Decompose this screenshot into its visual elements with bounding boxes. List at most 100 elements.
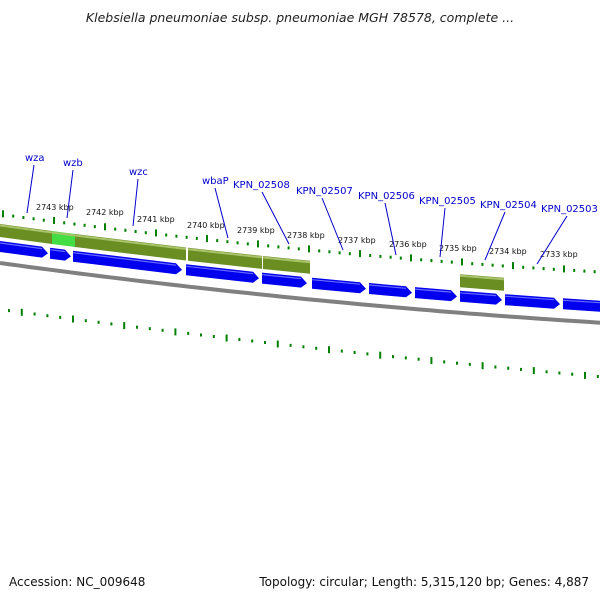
tick-mark (545, 370, 548, 374)
cds-track (0, 240, 600, 312)
tick-mark (340, 349, 343, 353)
feature-segment (0, 224, 52, 244)
tick-mark (83, 223, 86, 227)
backbone-line (0, 261, 600, 325)
gene-leader-line (321, 197, 344, 251)
gene-label: KPN_02507 (296, 186, 353, 197)
tick-mark (264, 341, 266, 344)
tick-mark (155, 229, 157, 237)
tick-mark (59, 315, 62, 319)
tick-mark (206, 235, 208, 243)
tick-mark (226, 240, 229, 244)
kbp-label: 2740 kbp (187, 221, 225, 230)
gene-leader-line (261, 191, 290, 245)
tick-mark (450, 260, 453, 264)
tick-mark (584, 371, 586, 379)
tick-mark (420, 258, 423, 262)
tick-mark (369, 254, 372, 257)
tick-mark (289, 343, 292, 347)
tick-mark (161, 328, 164, 332)
feature-highlight (459, 274, 505, 281)
tick-mark (123, 322, 126, 330)
tick-mark (501, 264, 504, 268)
cds-arrow (460, 290, 502, 305)
tick-mark (84, 319, 87, 323)
tick-mark (238, 338, 241, 341)
gene-leader-line (484, 211, 506, 261)
gene-label: wzc (129, 167, 148, 178)
tick-mark (404, 356, 407, 360)
tick-mark (542, 267, 545, 271)
tick-mark (596, 375, 599, 378)
tick-mark (73, 222, 76, 226)
tick-mark (93, 225, 96, 229)
tick-mark (165, 233, 168, 237)
gene-leader-line (384, 202, 397, 256)
tick-mark (563, 265, 565, 273)
cds-arrow (312, 277, 366, 294)
tick-mark (63, 221, 66, 225)
tick-mark (379, 254, 382, 258)
cds-highlight (562, 299, 600, 304)
tick-mark (136, 325, 138, 329)
tick-mark (276, 340, 279, 348)
tick-mark (297, 247, 300, 251)
tick-mark (12, 214, 15, 218)
tick-mark (8, 309, 10, 313)
gene-leader-line (132, 178, 139, 227)
feature-highlight (0, 224, 53, 234)
tick-mark (32, 217, 35, 221)
tick-mark (461, 258, 463, 266)
feature-highlight (74, 234, 187, 250)
feature-highlight (51, 231, 76, 237)
kbp-label: 2742 kbp (86, 208, 124, 217)
cds-highlight (414, 288, 452, 293)
feature-segment (188, 247, 262, 269)
cds-highlight (185, 265, 254, 275)
cds-highlight (72, 252, 177, 266)
gene-label: KPN_02504 (480, 200, 537, 211)
tick-mark (225, 334, 228, 342)
tick-mark (366, 352, 369, 356)
tick-mark (195, 236, 198, 240)
tick-mark (22, 216, 25, 219)
tick-mark (573, 269, 576, 272)
feature-highlight (262, 256, 311, 264)
kbp-labels: 2743 kbp 2742 kbp 2741 kbp 2740 kbp 2739 kbp… (36, 203, 578, 259)
tick-mark (257, 240, 259, 248)
tick-mark (507, 366, 510, 370)
gene-label: wza (25, 153, 45, 164)
tick-mark (481, 362, 484, 370)
gene-labels: wza wzb wzc wbaP KPN_02508 KPN_02507 KPN_02506… (25, 153, 598, 265)
tick-mark (468, 362, 471, 366)
tick-mark (522, 265, 525, 269)
tick-mark (348, 252, 351, 256)
tick-mark (558, 371, 561, 375)
tick-mark (532, 266, 535, 270)
gene-leader-line (536, 215, 568, 265)
feature-highlight (187, 248, 263, 259)
tick-mark (315, 346, 318, 350)
tick-mark (110, 322, 113, 326)
gene-leader-line (26, 164, 35, 214)
gene-label: wzb (63, 158, 83, 169)
tick-mark (410, 254, 412, 262)
cds-highlight (368, 284, 407, 289)
tick-mark (185, 235, 188, 239)
tick-mark (456, 361, 458, 365)
feature-segment (75, 234, 186, 261)
kbp-label: 2738 kbp (287, 231, 325, 240)
topology-label: Topology: circular; Length: 5,315,120 bp… (259, 575, 589, 589)
kbp-label: 2736 kbp (389, 240, 427, 249)
accession-label: Accession: NC_009648 (9, 575, 146, 589)
tick-mark (318, 249, 321, 253)
tick-mark (443, 360, 446, 364)
tick-mark (430, 357, 433, 365)
tick-mark (212, 335, 215, 338)
tick-mark (328, 250, 331, 254)
tick-mark (494, 365, 497, 369)
tick-mark (267, 244, 270, 248)
tick-mark (287, 246, 290, 250)
tick-mark (399, 256, 402, 260)
